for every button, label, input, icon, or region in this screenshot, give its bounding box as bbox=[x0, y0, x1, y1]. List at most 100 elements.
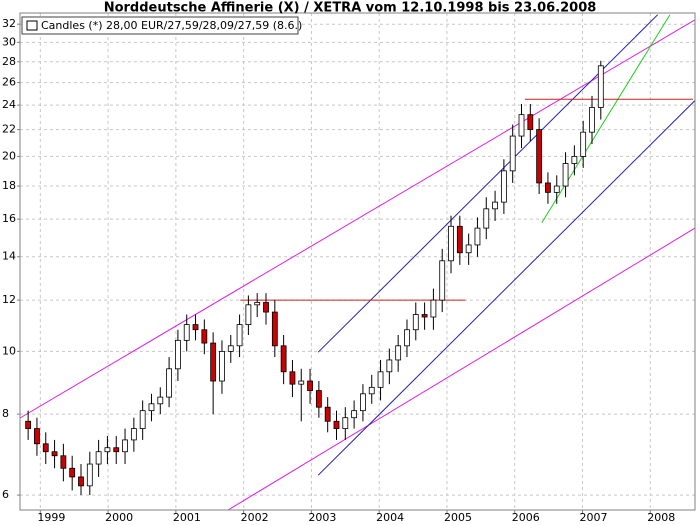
candle-body bbox=[245, 304, 252, 325]
candle-body bbox=[139, 410, 146, 429]
x-tick-label: 2008 bbox=[647, 511, 675, 524]
candle-body bbox=[157, 396, 164, 405]
candle-body bbox=[104, 447, 111, 453]
plot-frame bbox=[19, 12, 696, 511]
y-tick-label: 14 bbox=[2, 250, 16, 263]
candle-body bbox=[597, 65, 604, 108]
y-tick-label: 30 bbox=[2, 35, 16, 48]
candle-body bbox=[166, 368, 172, 398]
y-tick-label: 26 bbox=[2, 76, 16, 89]
candle-body bbox=[183, 324, 190, 341]
trend-line bbox=[19, 19, 696, 419]
y-tick-label: 20 bbox=[2, 149, 16, 162]
candle-body bbox=[280, 345, 287, 373]
candle-body bbox=[271, 311, 278, 347]
candle-body bbox=[86, 463, 93, 487]
x-tick-label: 1999 bbox=[37, 511, 65, 524]
candle-body bbox=[518, 114, 525, 137]
candle-body bbox=[69, 467, 76, 478]
candle-body bbox=[500, 170, 507, 203]
x-tick-label: 2000 bbox=[105, 511, 133, 524]
candle-body bbox=[465, 244, 472, 254]
x-tick-label: 2001 bbox=[173, 511, 201, 524]
trend-line bbox=[227, 227, 696, 511]
candle-body bbox=[342, 417, 349, 429]
candle-body bbox=[360, 393, 366, 412]
legend-label: Candles (*) 28,00 EUR/27,59/28,09/27,59 … bbox=[41, 19, 302, 32]
candle-body bbox=[51, 451, 58, 457]
candle-body bbox=[254, 302, 261, 306]
candle-body bbox=[527, 114, 534, 130]
candle-body bbox=[474, 227, 481, 246]
candle-body bbox=[404, 329, 410, 347]
candle-body bbox=[421, 314, 428, 318]
x-tick-label: 2006 bbox=[512, 511, 540, 524]
candle-body bbox=[192, 324, 199, 331]
candle-body bbox=[509, 135, 516, 172]
x-tick-label: 2002 bbox=[241, 511, 269, 524]
candle-body bbox=[148, 403, 155, 412]
candle-body bbox=[219, 350, 225, 382]
trend-line bbox=[541, 14, 671, 223]
chart-title: Norddeutsche Affinerie (X) / XETRA vom 1… bbox=[104, 1, 597, 16]
x-tick-label: 2007 bbox=[580, 511, 608, 524]
candle-body bbox=[201, 329, 208, 344]
y-tick-label: 24 bbox=[2, 98, 16, 111]
candle-body bbox=[333, 420, 340, 429]
candle-body bbox=[289, 371, 296, 385]
legend: Candles (*) 28,00 EUR/27,59/28,09/27,59 … bbox=[21, 16, 302, 35]
candle-body bbox=[263, 302, 269, 313]
trend-line bbox=[317, 100, 696, 476]
candle-body bbox=[25, 420, 32, 429]
candle-body bbox=[536, 129, 543, 184]
candle-body bbox=[368, 386, 375, 395]
legend-box bbox=[21, 16, 299, 35]
candle-body bbox=[439, 260, 446, 301]
x-tick-label: 2004 bbox=[376, 511, 404, 524]
y-tick-label: 8 bbox=[2, 407, 9, 420]
candle-body bbox=[307, 380, 313, 391]
candle-body bbox=[377, 371, 384, 388]
candle-body bbox=[60, 455, 67, 469]
y-tick-label: 28 bbox=[2, 55, 16, 68]
candle-body bbox=[571, 156, 578, 164]
candle-body bbox=[210, 342, 217, 382]
candle-body bbox=[456, 225, 463, 254]
y-tick-label: 32 bbox=[2, 17, 16, 30]
y-tick-label: 10 bbox=[2, 344, 16, 357]
y-tick-label: 6 bbox=[2, 488, 9, 501]
candle-body bbox=[324, 406, 331, 422]
y-tick-label: 16 bbox=[2, 212, 16, 225]
candle-body bbox=[430, 299, 437, 318]
grid bbox=[17, 13, 695, 514]
candle-body bbox=[175, 339, 181, 370]
candle-body bbox=[589, 107, 595, 133]
candle-body bbox=[412, 314, 419, 331]
candle-body bbox=[386, 359, 393, 373]
candle-body bbox=[448, 225, 454, 262]
candle-body bbox=[545, 182, 551, 193]
candle-body bbox=[34, 428, 40, 445]
candle-body bbox=[78, 476, 84, 487]
candle-body bbox=[236, 324, 243, 347]
candle-body bbox=[227, 345, 234, 352]
y-tick-label: 12 bbox=[2, 293, 16, 306]
candle-body bbox=[113, 447, 120, 453]
legend-marker bbox=[26, 20, 38, 31]
candle-body bbox=[315, 390, 322, 408]
candle-body bbox=[562, 163, 569, 187]
candles bbox=[25, 60, 604, 496]
candle-body bbox=[122, 439, 128, 453]
candle-body bbox=[492, 201, 498, 210]
x-tick-label: 2005 bbox=[444, 511, 472, 524]
candle-body bbox=[95, 451, 102, 465]
candle-body bbox=[130, 428, 137, 441]
y-tick-label: 18 bbox=[2, 179, 16, 192]
candle-body bbox=[553, 185, 560, 193]
candle-body bbox=[395, 345, 402, 361]
y-tick-label: 22 bbox=[2, 123, 16, 136]
candle-body bbox=[351, 410, 358, 419]
x-tick-label: 2003 bbox=[308, 511, 336, 524]
candle-body bbox=[298, 380, 305, 385]
